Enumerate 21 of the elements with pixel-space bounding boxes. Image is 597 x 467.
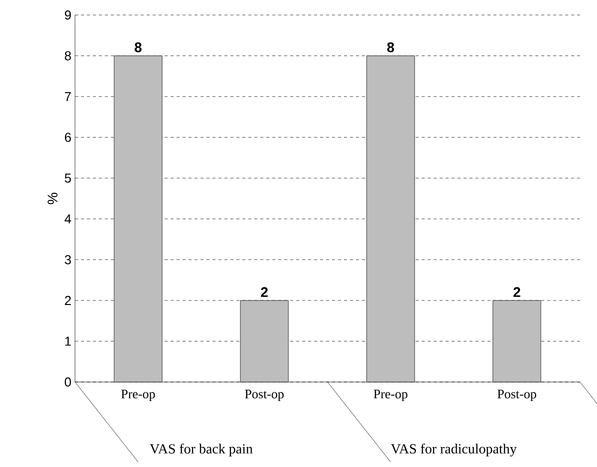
- y-axis-title: %: [48, 192, 58, 204]
- y-tick-label: 1: [65, 336, 71, 346]
- text: VAS for back pain: [150, 444, 253, 456]
- data-label: 2: [513, 287, 520, 297]
- y-tick-label: 6: [64, 132, 71, 142]
- y-tick-label: 5: [64, 174, 71, 183]
- x-tick-label: Post-op: [244, 390, 284, 402]
- x-tick-label: Pre-op: [374, 390, 408, 402]
- y-tick-label: 9: [64, 10, 71, 20]
- data-label: 8: [134, 42, 142, 52]
- data-label: 8: [387, 42, 394, 52]
- y-tick-label: 7: [64, 92, 71, 102]
- y-tick-label: 0: [64, 377, 71, 387]
- text: VAS for radiculopathy: [390, 444, 517, 456]
- x-tick-label: Pre-op: [121, 390, 155, 402]
- x-tick-label: Post-op: [497, 390, 536, 402]
- data-label: 2: [260, 287, 268, 297]
- y-tick-label: 8: [64, 51, 71, 60]
- y-tick-label: 4: [64, 214, 72, 224]
- y-tick-label: 2: [64, 296, 71, 305]
- y-tick-label: 3: [64, 255, 71, 264]
